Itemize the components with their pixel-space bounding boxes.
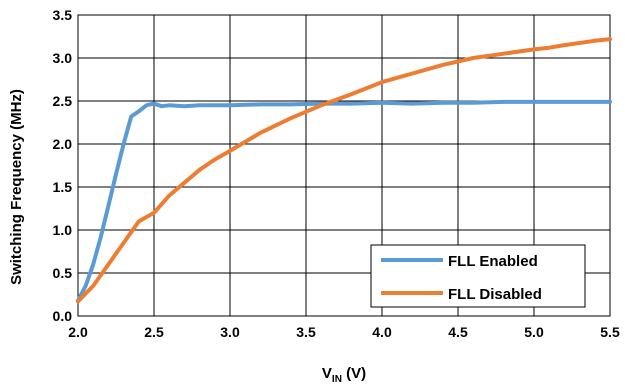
x-tick-label: 4.5	[448, 324, 468, 340]
x-tick-label: 3.5	[296, 324, 316, 340]
x-tick-label: 3.0	[220, 324, 240, 340]
y-tick-label: 3.0	[53, 50, 73, 66]
x-tick-label: 5.5	[600, 324, 620, 340]
series-line-fll-enabled	[76, 99, 612, 303]
y-tick-label: 2.0	[53, 136, 73, 152]
x-axis-title-main: V	[322, 365, 332, 382]
x-axis-title-sub: IN	[332, 374, 342, 385]
y-tick-label: 1.5	[53, 179, 73, 195]
y-axis-title: Switching Frequency (MHz)	[8, 89, 25, 285]
x-tick-label: 5.0	[524, 324, 544, 340]
x-tick-label: 2.5	[144, 324, 164, 340]
y-tick-label: 0.5	[53, 265, 73, 281]
tick-labels: 2.0 2.5 3.0 3.5 4.0 4.5 5.0 5.5 0.0 0.5 1.0 1.5 2.0 2…	[53, 7, 620, 340]
y-tick-label: 0.0	[53, 308, 73, 324]
x-axis-title: VIN (V)	[322, 365, 366, 385]
x-tick-label: 2.0	[68, 324, 88, 340]
x-axis-title-unit: (V)	[342, 365, 366, 382]
legend: FLL Enabled FLL Disabled	[370, 244, 586, 308]
series-line-fll-disabled	[76, 37, 612, 304]
y-tick-label: 1.0	[53, 222, 73, 238]
x-tick-label: 4.0	[372, 324, 392, 340]
y-tick-label: 2.5	[53, 93, 73, 109]
series-group	[76, 37, 612, 304]
legend-label-fll-enabled: FLL Enabled	[448, 253, 538, 270]
legend-label-fll-disabled: FLL Disabled	[448, 286, 542, 303]
y-tick-label: 3.5	[53, 7, 73, 23]
legend-box	[370, 244, 586, 308]
